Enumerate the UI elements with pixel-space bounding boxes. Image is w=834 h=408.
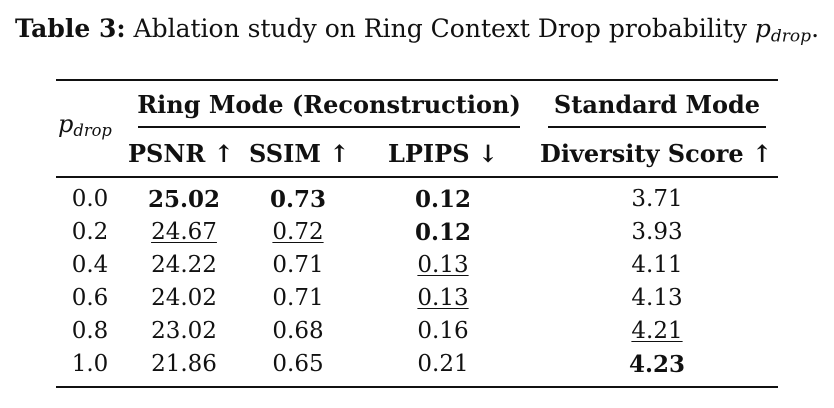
psnr-cell: 23.02 (151, 318, 217, 344)
p-cell: 0.4 (71, 252, 109, 278)
lpips-cell: 0.21 (417, 351, 469, 377)
ssim-cell: 0.72 (272, 219, 324, 245)
psnr-cell: 24.67 (151, 219, 217, 245)
bottom-rule (56, 386, 778, 388)
table-caption: Table 3: Ablation study on Ring Context … (14, 14, 820, 47)
lpips-cell: 0.12 (414, 186, 472, 213)
psnr-cell: 24.02 (151, 285, 217, 311)
standard-mode-group-header: Standard Mode (553, 90, 761, 119)
standard-mode-cmidrule (548, 126, 766, 128)
ssim-cell: 0.68 (272, 318, 324, 344)
psnr-cell: 24.22 (151, 252, 217, 278)
lpips-cell: 0.16 (417, 318, 469, 344)
psnr-cell: 25.02 (147, 186, 221, 213)
psnr-header: PSNR ↑ (128, 139, 234, 168)
diversity-cell: 3.93 (631, 219, 683, 245)
ssim-cell: 0.71 (272, 252, 324, 278)
lpips-cell: 0.13 (417, 252, 469, 278)
ring-mode-cmidrule (138, 126, 520, 128)
p-cell: 0.8 (71, 318, 109, 344)
lpips-header: LPIPS ↓ (388, 139, 498, 168)
ssim-cell: 0.73 (269, 186, 327, 213)
ssim-cell: 0.71 (272, 285, 324, 311)
diversity-cell: 4.21 (631, 318, 683, 344)
caption-label: Table 3: (14, 14, 126, 43)
p-cell: 1.0 (71, 351, 109, 377)
diversity-cell: 4.13 (631, 285, 683, 311)
p-cell: 0.6 (71, 285, 109, 311)
psnr-cell: 21.86 (151, 351, 217, 377)
top-rule (56, 79, 778, 81)
caption-variable: pdrop (754, 14, 812, 47)
caption-text: Ablation study on Ring Context Drop prob… (133, 14, 747, 43)
lpips-cell: 0.13 (417, 285, 469, 311)
ssim-header: SSIM ↑ (249, 139, 350, 168)
ssim-cell: 0.65 (272, 351, 324, 377)
p-cell: 0.2 (71, 219, 109, 245)
lpips-cell: 0.12 (414, 219, 472, 246)
diversity-header: Diversity Score ↑ (540, 139, 773, 168)
p-cell: 0.0 (71, 186, 109, 212)
mid-rule (56, 176, 778, 178)
diversity-cell: 3.71 (631, 186, 683, 212)
diversity-cell: 4.11 (631, 252, 683, 278)
diversity-cell: 4.23 (628, 351, 686, 378)
ring-mode-group-header: Ring Mode (Reconstruction) (137, 90, 521, 119)
pdrop-column-header: pdrop (58, 110, 112, 141)
